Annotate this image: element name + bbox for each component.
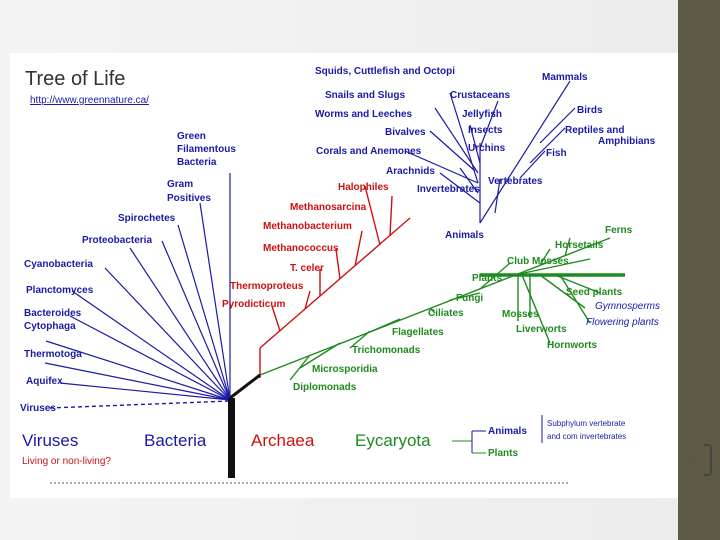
- animals-branches: [404, 80, 576, 224]
- label-gram: Gram: [167, 179, 193, 190]
- trunk-connector: [229, 373, 261, 400]
- label-spirochetes: Spirochetes: [118, 213, 176, 224]
- label-liverworts: Liverworts: [516, 324, 567, 335]
- label-proteobacteria: Proteobacteria: [82, 235, 152, 246]
- label-birds: Birds: [577, 105, 603, 116]
- legend-subphylum-1: Subphylum vertebrate: [547, 419, 626, 428]
- domain-eukaryota: Eycaryota: [355, 431, 431, 450]
- label-jellyfish: Jellyfish: [462, 109, 502, 120]
- label-fungi: Fungi: [456, 293, 483, 304]
- label-worms: Worms and Leeches: [315, 109, 413, 120]
- domain-viruses: Viruses: [22, 431, 78, 450]
- domain-viruses-subtitle: Living or non-living?: [22, 456, 111, 467]
- label-viruses-line: Viruses: [20, 403, 56, 414]
- label-diplomonads: Diplomonads: [293, 382, 357, 393]
- label-plants: Plants: [472, 273, 502, 284]
- label-gymnosperms: Gymnosperms: [595, 301, 660, 312]
- domain-archaea: Archaea: [251, 431, 315, 450]
- label-insects: Insects: [468, 125, 503, 136]
- label-ferns: Ferns: [605, 225, 633, 236]
- label-horsetails: Horsetails: [555, 240, 604, 251]
- label-halophiles: Halophiles: [338, 182, 389, 193]
- page-number-bracket: [704, 444, 712, 476]
- label-fish: Fish: [546, 148, 567, 159]
- legend-animals: Animals: [488, 426, 527, 437]
- label-animals: Animals: [445, 230, 484, 241]
- label-reptiles-and: Reptiles and: [565, 125, 624, 136]
- label-flagellates: Flagellates: [392, 327, 444, 338]
- page-number: 6: [689, 451, 697, 465]
- label-t-celer: T. celer: [290, 263, 324, 274]
- label-club-mosses: Club Mosses: [507, 256, 569, 267]
- label-amphibians: Amphibians: [598, 136, 656, 147]
- label-vertebrates: Vertebrates: [488, 176, 543, 187]
- label-trichomonads: Trichomonads: [352, 345, 421, 356]
- tree-diagram: Tree of Life http://www.greennature.ca/ …: [20, 66, 660, 484]
- label-seed-plants: Seed plants: [566, 287, 623, 298]
- label-crustaceans: Crustaceans: [450, 90, 510, 101]
- label-methanosarcina: Methanosarcina: [290, 202, 367, 213]
- label-urchins: Urchins: [468, 143, 506, 154]
- label-invertebrates: Invertebrates: [417, 184, 480, 195]
- label-aquifex: Aquifex: [26, 376, 63, 387]
- label-snails: Snails and Slugs: [325, 90, 405, 101]
- label-bacteria: Bacteria: [177, 157, 217, 168]
- label-hornworts: Hornworts: [547, 340, 597, 351]
- label-flowering-plants: Flowering plants: [586, 317, 659, 328]
- label-corals: Corals and Anemones: [316, 146, 422, 157]
- legend-plants: Plants: [488, 448, 518, 459]
- label-filamentous: Filamentous: [177, 144, 236, 155]
- label-bacteroides: Bacteroides: [24, 308, 82, 319]
- archaea-branches: [259, 185, 411, 378]
- label-methanococcus: Methanococcus: [263, 243, 339, 254]
- label-cyanobacteria: Cyanobacteria: [24, 259, 93, 270]
- label-positives: Positives: [167, 193, 211, 204]
- eukaryota-branches: [259, 237, 611, 381]
- label-arachnids: Arachnids: [386, 166, 435, 177]
- diagram-title: Tree of Life: [25, 68, 125, 90]
- label-bivalves: Bivalves: [385, 127, 426, 138]
- tree-of-life-figure: Tree of Life http://www.greennature.ca/ …: [10, 53, 678, 498]
- label-microsporidia: Microsporidia: [312, 364, 378, 375]
- label-thermoproteus: Thermoproteus: [230, 281, 304, 292]
- label-squids: Squids, Cuttlefish and Octopi: [315, 66, 455, 77]
- bacteria-branches: [44, 173, 231, 401]
- label-thermotoga: Thermotoga: [24, 349, 82, 360]
- label-planctomyces: Planctomyces: [26, 285, 94, 296]
- label-cytophaga: Cytophaga: [24, 321, 76, 332]
- viruses-dashed-line: [49, 400, 231, 409]
- label-mammals: Mammals: [542, 72, 588, 83]
- legend-subphylum-2: and com invertebrates: [547, 432, 626, 441]
- label-methanobacterium: Methanobacterium: [263, 221, 352, 232]
- source-url[interactable]: http://www.greennature.ca/: [30, 95, 149, 106]
- label-mosses: Mosses: [502, 309, 539, 320]
- label-pyrodicticum: Pyrodicticum: [222, 299, 285, 310]
- label-green: Green: [177, 131, 206, 142]
- slide-side-bar: [678, 0, 720, 540]
- tree-trunk: [228, 398, 235, 478]
- domain-bacteria: Bacteria: [144, 431, 207, 450]
- label-ciliates: Ciliates: [428, 308, 464, 319]
